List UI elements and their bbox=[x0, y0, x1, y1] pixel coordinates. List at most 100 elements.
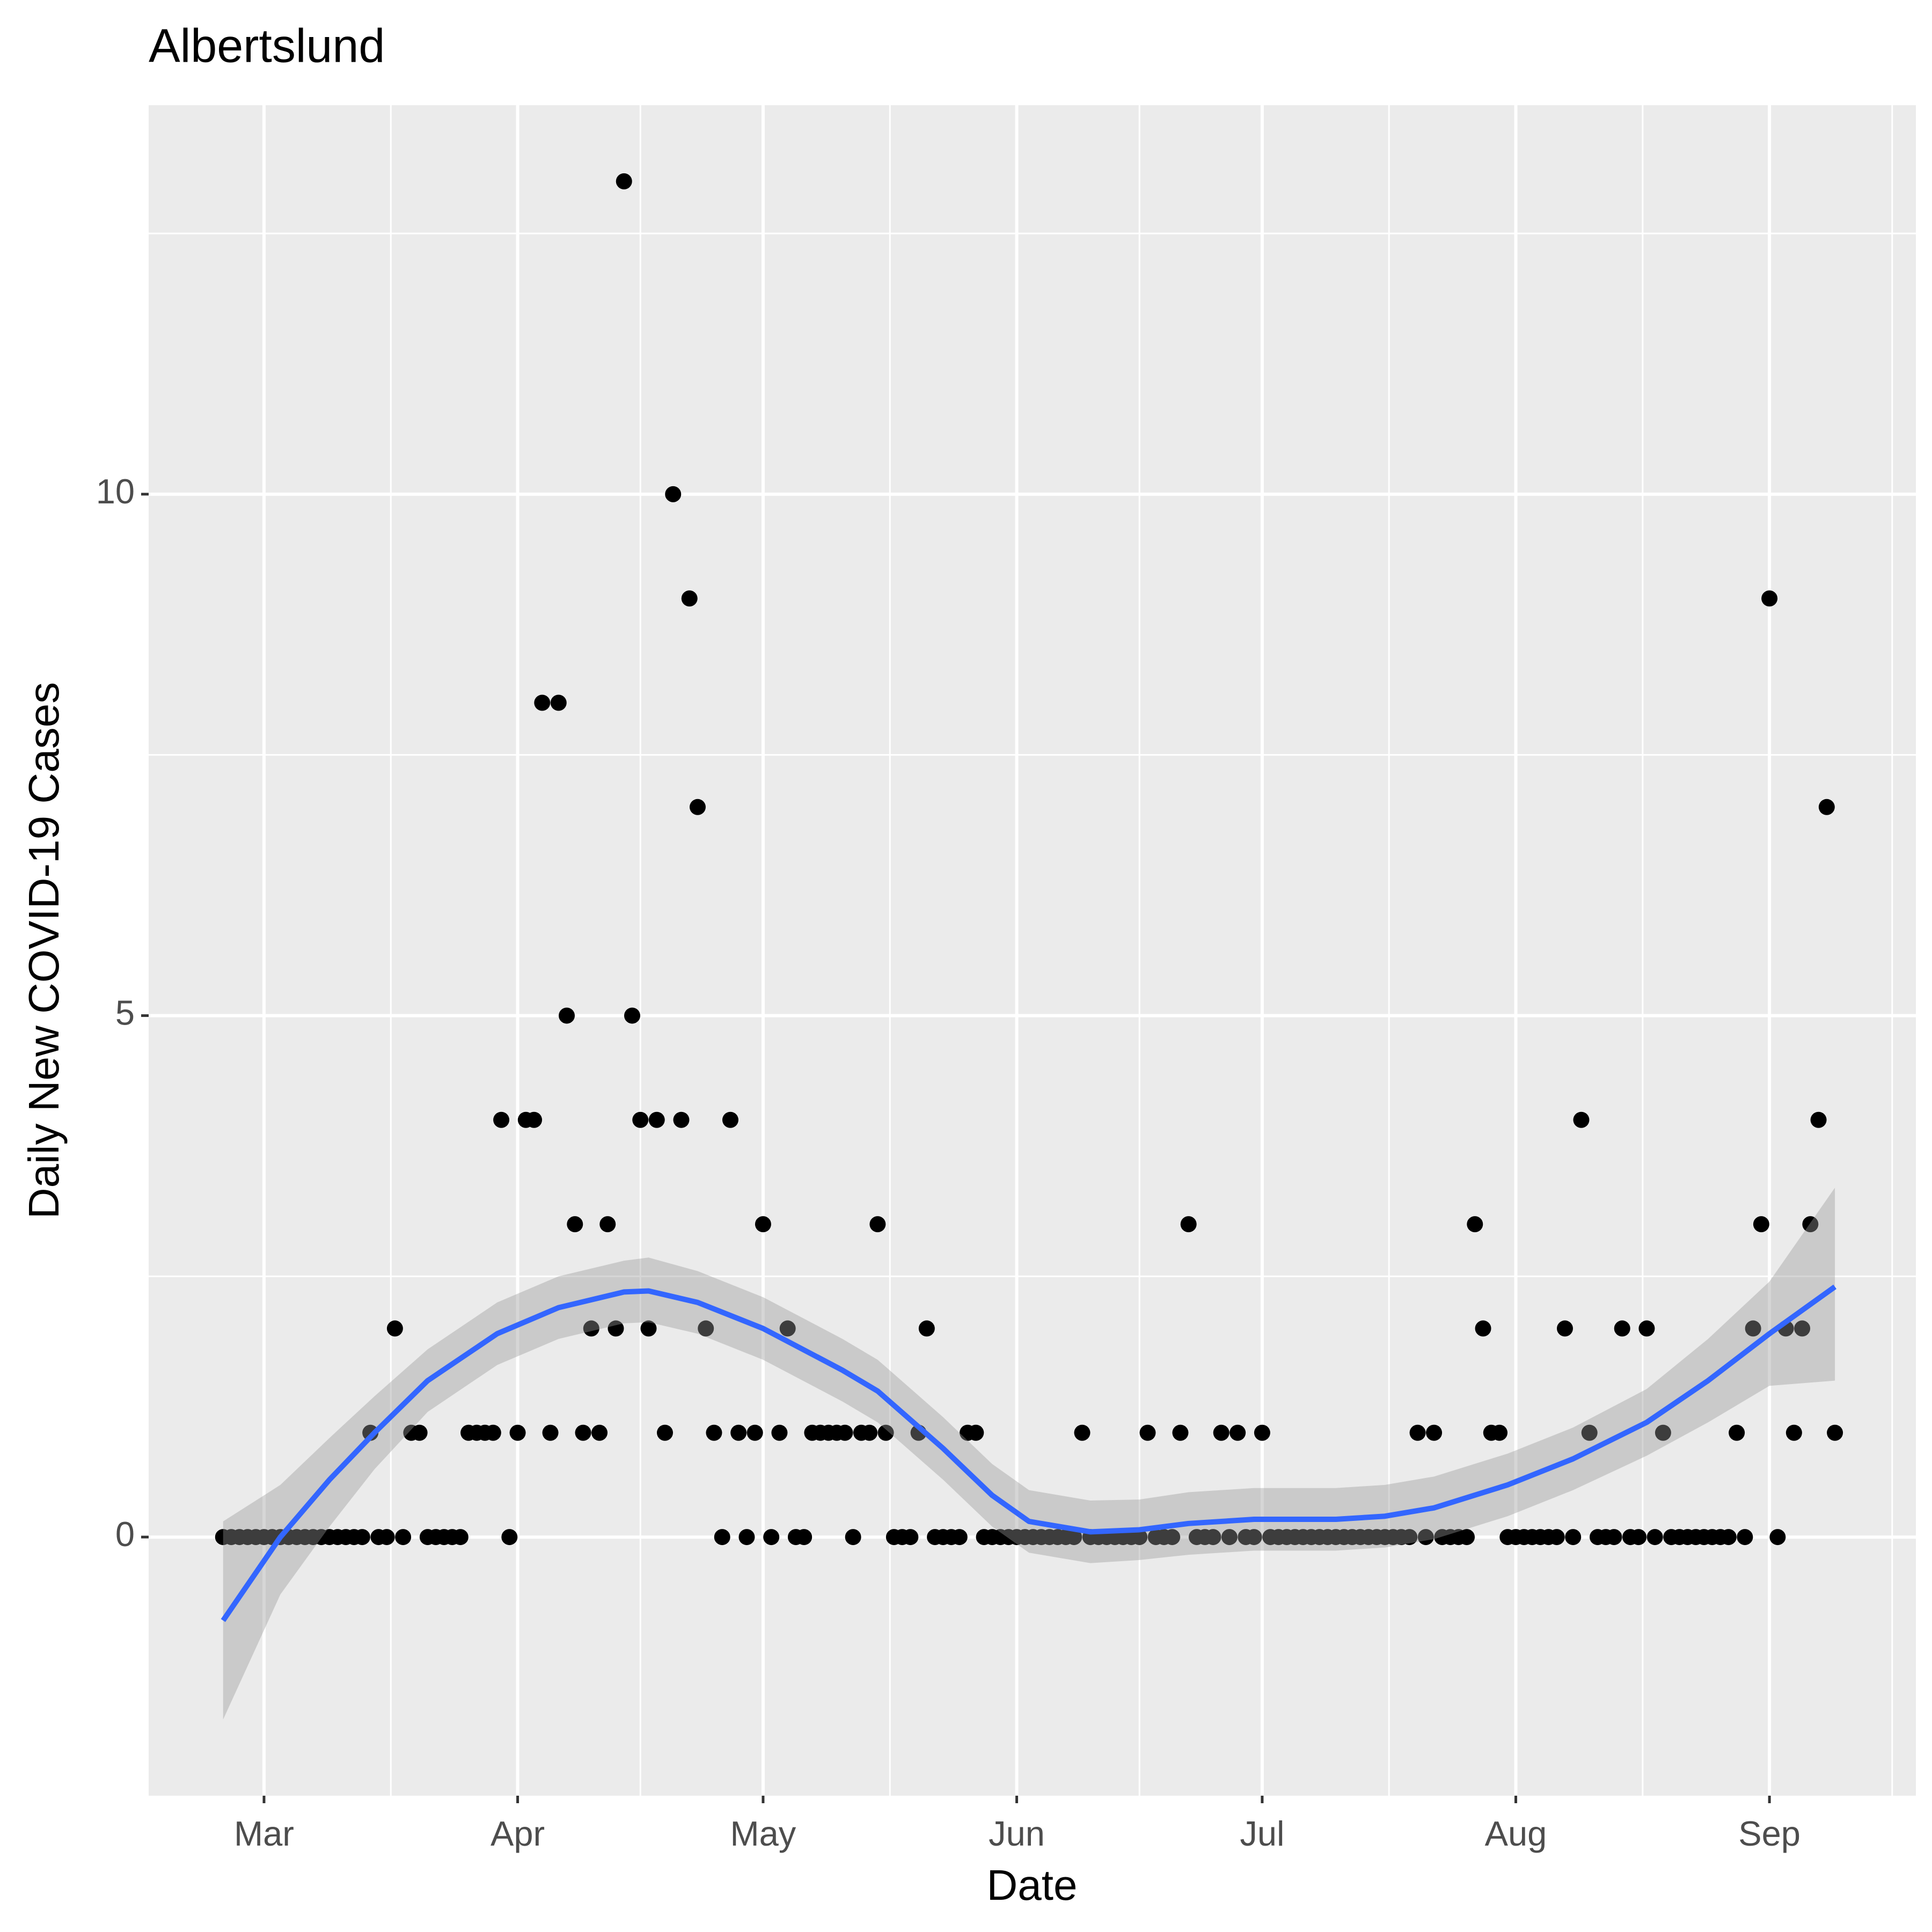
data-point bbox=[1556, 1320, 1573, 1337]
data-point bbox=[1581, 1424, 1598, 1441]
x-axis-title: Date bbox=[987, 1861, 1078, 1909]
data-point bbox=[771, 1424, 788, 1441]
data-point bbox=[501, 1529, 518, 1546]
data-point bbox=[951, 1529, 968, 1546]
data-point bbox=[1172, 1424, 1189, 1441]
data-point bbox=[1818, 799, 1835, 815]
x-tick-label: Mar bbox=[234, 1814, 294, 1853]
y-axis-title: Daily New COVID-19 Cases bbox=[20, 682, 68, 1219]
y-tick-label: 10 bbox=[96, 472, 135, 511]
data-point bbox=[755, 1216, 771, 1233]
y-tick-label: 0 bbox=[115, 1514, 135, 1554]
data-point bbox=[354, 1529, 370, 1546]
data-point bbox=[706, 1424, 722, 1441]
data-point bbox=[918, 1320, 935, 1337]
data-point bbox=[493, 1111, 510, 1128]
data-point bbox=[1720, 1529, 1737, 1546]
data-point bbox=[452, 1529, 469, 1546]
data-point bbox=[1491, 1424, 1508, 1441]
data-point bbox=[1401, 1529, 1418, 1546]
data-point bbox=[1066, 1529, 1082, 1546]
data-point bbox=[1646, 1529, 1663, 1546]
data-point bbox=[1614, 1320, 1630, 1337]
data-point bbox=[411, 1424, 428, 1441]
chart-title: Albertslund bbox=[149, 19, 385, 72]
x-tick-label: Sep bbox=[1738, 1814, 1801, 1853]
data-point bbox=[632, 1111, 649, 1128]
data-point bbox=[1606, 1529, 1622, 1546]
data-point bbox=[1246, 1529, 1262, 1546]
plot-panel bbox=[149, 105, 1916, 1796]
data-point bbox=[509, 1424, 526, 1441]
data-point bbox=[1213, 1424, 1230, 1441]
data-point bbox=[648, 1111, 665, 1128]
data-point bbox=[362, 1424, 379, 1441]
x-tick-label: Jul bbox=[1240, 1814, 1284, 1853]
data-point bbox=[526, 1111, 543, 1128]
data-point bbox=[763, 1529, 780, 1546]
data-point bbox=[1180, 1216, 1197, 1233]
data-point bbox=[845, 1529, 861, 1546]
data-point bbox=[902, 1529, 919, 1546]
data-point bbox=[869, 1216, 886, 1233]
data-point bbox=[575, 1424, 591, 1441]
data-point bbox=[730, 1424, 747, 1441]
data-point bbox=[591, 1424, 608, 1441]
x-tick-label: May bbox=[730, 1814, 796, 1853]
data-point bbox=[395, 1529, 412, 1546]
data-point bbox=[1827, 1424, 1843, 1441]
data-point bbox=[665, 486, 682, 502]
data-point bbox=[1810, 1111, 1827, 1128]
data-point bbox=[559, 1007, 575, 1024]
confidence-band bbox=[223, 1188, 1835, 1720]
data-point bbox=[747, 1424, 763, 1441]
data-point bbox=[1729, 1424, 1745, 1441]
data-point bbox=[1753, 1216, 1769, 1233]
data-point bbox=[567, 1216, 583, 1233]
data-point bbox=[1761, 590, 1778, 607]
data-point bbox=[968, 1424, 984, 1441]
data-point bbox=[1745, 1320, 1761, 1337]
data-point bbox=[689, 799, 706, 815]
data-point bbox=[698, 1320, 714, 1337]
data-point bbox=[1164, 1529, 1181, 1546]
x-tick-label: Aug bbox=[1485, 1814, 1547, 1853]
data-point bbox=[1573, 1111, 1590, 1128]
data-point bbox=[534, 694, 551, 711]
data-point bbox=[722, 1111, 738, 1128]
data-point bbox=[1230, 1424, 1246, 1441]
x-tick-label: Jun bbox=[989, 1814, 1045, 1853]
data-point bbox=[656, 1424, 673, 1441]
data-point bbox=[550, 694, 567, 711]
data-point bbox=[1467, 1216, 1483, 1233]
data-point bbox=[608, 1320, 624, 1337]
data-point bbox=[1409, 1424, 1426, 1441]
data-point bbox=[714, 1529, 730, 1546]
data-point bbox=[1802, 1216, 1819, 1233]
data-point bbox=[599, 1216, 616, 1233]
data-point bbox=[640, 1320, 657, 1337]
data-point bbox=[1638, 1320, 1655, 1337]
data-point bbox=[861, 1424, 878, 1441]
data-point bbox=[877, 1424, 894, 1441]
data-point bbox=[583, 1320, 599, 1337]
data-point bbox=[1475, 1320, 1491, 1337]
data-point bbox=[1074, 1424, 1091, 1441]
data-point bbox=[1426, 1424, 1443, 1441]
data-point bbox=[1205, 1529, 1221, 1546]
data-point bbox=[1254, 1424, 1270, 1441]
data-point bbox=[1655, 1424, 1671, 1441]
data-point bbox=[1794, 1320, 1811, 1337]
data-point bbox=[485, 1424, 501, 1441]
data-point bbox=[542, 1424, 559, 1441]
data-point bbox=[624, 1007, 641, 1024]
data-point bbox=[673, 1111, 690, 1128]
y-tick-label: 5 bbox=[115, 993, 135, 1033]
smooth-line bbox=[221, 1284, 1836, 1622]
data-point bbox=[779, 1320, 796, 1337]
data-point bbox=[1139, 1424, 1156, 1441]
data-point bbox=[1630, 1529, 1647, 1546]
data-point bbox=[1548, 1529, 1565, 1546]
x-tick-label: Apr bbox=[491, 1814, 545, 1853]
data-point bbox=[1417, 1529, 1434, 1546]
